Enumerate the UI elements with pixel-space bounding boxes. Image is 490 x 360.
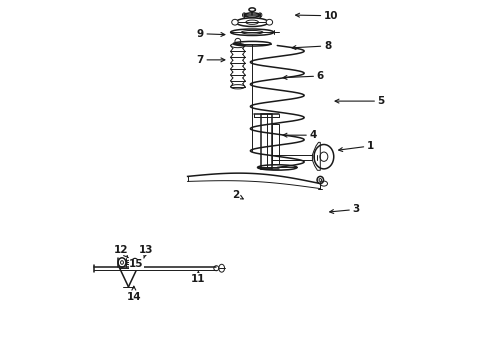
- Text: 10: 10: [295, 11, 339, 21]
- Text: 2: 2: [232, 190, 244, 200]
- Text: 6: 6: [283, 71, 324, 81]
- Polygon shape: [313, 142, 320, 170]
- Text: 15: 15: [129, 259, 144, 269]
- Text: 4: 4: [283, 130, 317, 140]
- Text: 12: 12: [114, 245, 128, 258]
- Text: 14: 14: [126, 286, 141, 302]
- Ellipse shape: [232, 19, 238, 25]
- Text: 3: 3: [330, 204, 360, 215]
- Text: 1: 1: [339, 141, 374, 152]
- Ellipse shape: [266, 19, 272, 25]
- Text: 13: 13: [139, 245, 154, 258]
- Bar: [271, 125, 279, 164]
- Text: 8: 8: [292, 41, 331, 51]
- Text: 5: 5: [335, 96, 385, 106]
- Bar: [262, 114, 271, 169]
- Ellipse shape: [249, 8, 255, 12]
- Text: 9: 9: [196, 29, 225, 39]
- Text: 11: 11: [191, 271, 206, 284]
- Text: 7: 7: [196, 55, 225, 65]
